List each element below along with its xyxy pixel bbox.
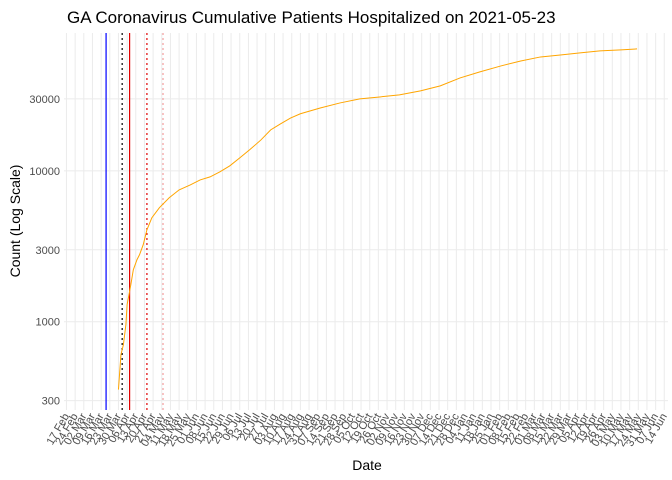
y-tick-label: 10000 bbox=[29, 166, 60, 178]
x-axis-title: Date bbox=[352, 457, 382, 473]
y-tick-label: 3000 bbox=[36, 245, 60, 257]
y-axis-title: Count (Log Scale) bbox=[7, 165, 23, 278]
y-tick-label: 300 bbox=[42, 396, 60, 408]
data-line bbox=[117, 48, 638, 390]
chart-title: GA Coronavirus Cumulative Patients Hospi… bbox=[67, 8, 556, 27]
y-tick-label: 30000 bbox=[29, 94, 60, 106]
y-tick-label: 1000 bbox=[36, 317, 60, 329]
